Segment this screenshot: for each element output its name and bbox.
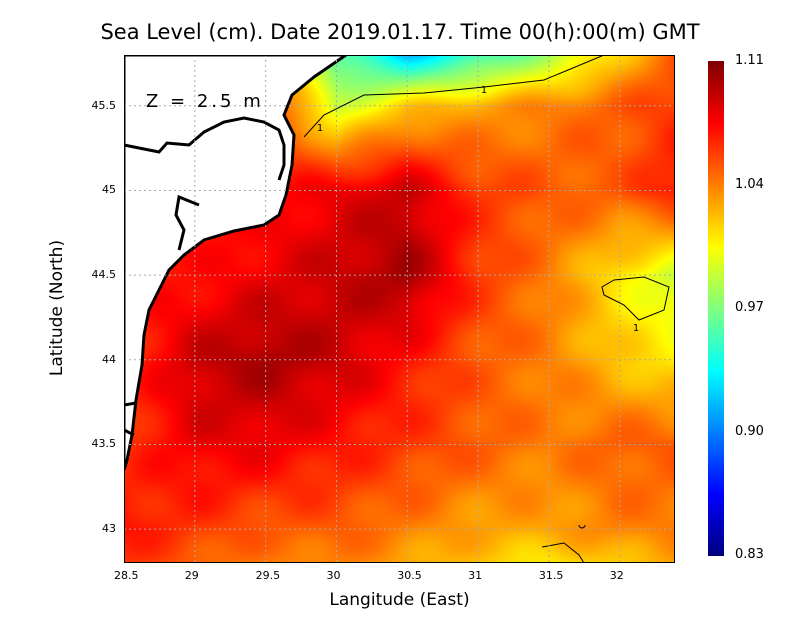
- colorbar: [708, 61, 724, 556]
- x-tick-label: 28.5: [114, 569, 139, 582]
- colorbar-label: 1.11: [735, 53, 764, 68]
- x-tick-label: 30: [326, 569, 341, 582]
- x-axis-label: Langitude (East): [329, 590, 470, 610]
- coastline-inner: [124, 116, 286, 437]
- contour-line: [303, 55, 670, 563]
- colorbar-label: 0.97: [735, 300, 764, 315]
- x-tick-label: 29: [184, 569, 199, 582]
- land-mask: [124, 55, 349, 471]
- chart-title: Sea Level (cm). Date 2019.01.17. Time 00…: [100, 20, 700, 44]
- x-tick-label: 30.5: [397, 569, 422, 582]
- map-overlay: 1 1 1: [124, 55, 675, 563]
- x-tick-label: 31.5: [538, 569, 564, 582]
- colorbar-label: 1.04: [735, 176, 764, 192]
- contour-label: 1: [481, 85, 487, 96]
- x-tick-label: 32: [609, 569, 624, 582]
- y-tick-label: 44: [102, 352, 116, 366]
- y-tick-label: 44.5: [91, 268, 117, 282]
- x-tick-label: 29.5: [255, 569, 281, 582]
- y-axis-label: Latitude (North): [47, 239, 67, 377]
- y-tick-label: 43: [102, 522, 116, 536]
- y-tick-label: 43.5: [91, 437, 117, 451]
- x-tick-label: 31: [468, 569, 483, 582]
- gridlines: [124, 55, 675, 563]
- colorbar-label: 0.90: [735, 423, 764, 439]
- colorbar-label: 0.83: [735, 547, 764, 562]
- depth-annotation: Z = 2.5 m: [146, 91, 264, 112]
- contour-label: 1: [633, 323, 639, 334]
- contour-label: 1: [317, 123, 323, 134]
- y-tick-label: 45: [102, 183, 116, 197]
- y-tick-label: 45.5: [91, 98, 117, 112]
- plot-area: 1 1 1: [124, 55, 675, 563]
